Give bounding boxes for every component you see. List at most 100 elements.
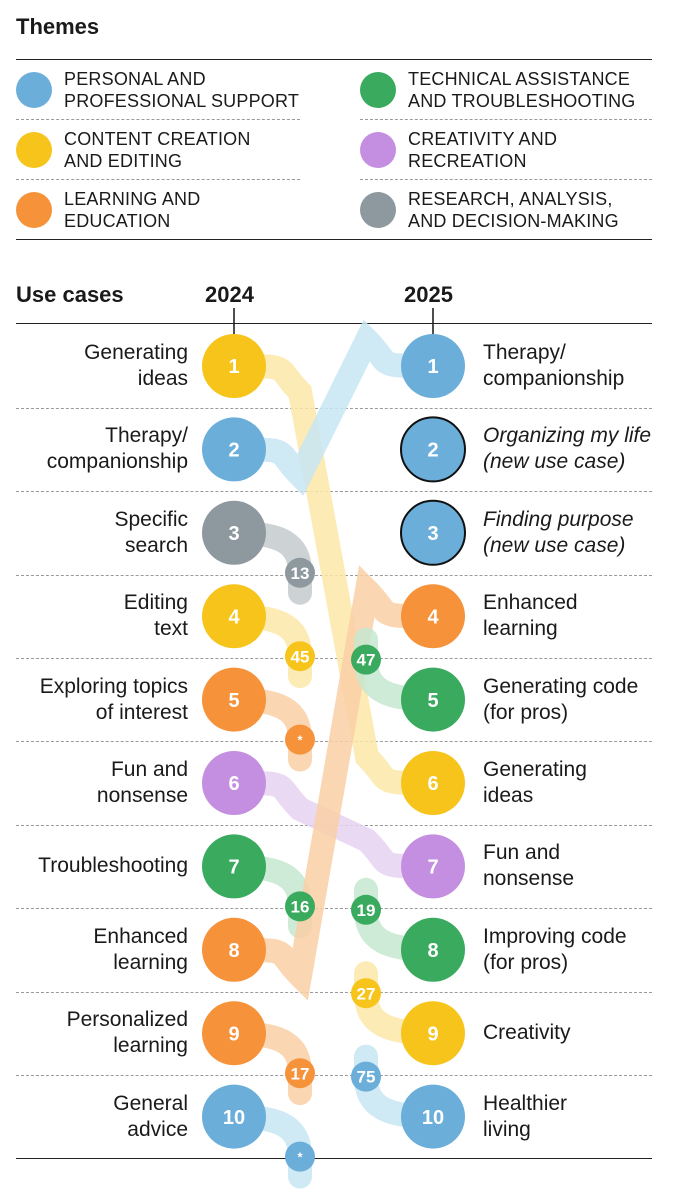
legend-divider — [16, 179, 300, 180]
use-case-label: Therapy/companionship — [0, 423, 188, 475]
rank-circle-2024-text: 9 — [228, 1023, 239, 1045]
rank-circle-2024 — [202, 834, 266, 899]
rank-circle-2024-text: 5 — [228, 690, 239, 712]
legend-label: LEARNING AND EDUCATION — [64, 188, 200, 232]
new-rank-badge-text: * — [297, 1149, 303, 1164]
legend-label-line: AND TROUBLESHOOTING — [408, 91, 636, 111]
flow-path-2024-rank-1 — [222, 354, 445, 795]
year-2024-heading: 2024 — [205, 282, 254, 307]
legend-divider — [16, 119, 300, 120]
new-rank-badge-text: 45 — [291, 647, 310, 666]
rank-circle-2025-text: 1 — [427, 356, 438, 378]
rank-circle-2025-text: 2 — [427, 440, 438, 462]
previous-rank-badge-text: 27 — [357, 984, 376, 1003]
use-case-label-line: Fun and — [483, 841, 561, 864]
themes-title: Themes — [16, 14, 100, 39]
rank-circle-2025 — [401, 1001, 465, 1066]
use-case-label-line: living — [483, 1118, 531, 1141]
use-case-label-line: Generating — [483, 758, 587, 781]
legend-label: TECHNICAL ASSISTANCE AND TROUBLESHOOTING — [408, 68, 636, 112]
use-case-label-line: Enhanced — [93, 925, 188, 948]
rank-circle-2024-text: 8 — [228, 940, 239, 962]
legend-top-rule — [16, 59, 652, 60]
legend-label-line: CONTENT CREATION — [64, 129, 251, 149]
row-divider — [16, 908, 652, 909]
use-case-label-line: Editing — [123, 591, 188, 614]
legend-color-dot — [360, 192, 396, 228]
rank-circle-2024-text: 1 — [228, 356, 239, 378]
previous-rank-badge — [351, 644, 381, 675]
use-case-label-line: of interest — [95, 701, 188, 724]
new-rank-badge-text: 13 — [291, 564, 310, 583]
year-2025-heading: 2025 — [404, 282, 453, 307]
use-case-label-line: text — [154, 617, 188, 640]
new-rank-badge-text: 17 — [291, 1064, 310, 1083]
table-bottom-rule — [16, 1158, 652, 1159]
use-case-label-line: nonsense — [483, 867, 575, 890]
flow-path-2024-rank-8 — [222, 565, 445, 1001]
rank-circle-2025 — [401, 751, 465, 815]
rank-circle-2024-text: 7 — [228, 857, 239, 879]
use-case-label: Creativity — [483, 1020, 683, 1046]
use-case-label-line: Troubleshooting — [38, 854, 188, 877]
use-case-label-line: search — [124, 534, 188, 557]
use-case-label-line: Specific — [114, 508, 188, 531]
previous-rank-badge-text: 47 — [357, 651, 376, 670]
use-case-label: Enhanced learning — [483, 590, 683, 642]
use-case-label-line: General — [113, 1092, 188, 1115]
rank-circle-2025-text: 3 — [427, 523, 438, 545]
new-rank-badge — [285, 1058, 315, 1089]
rank-circle-2025-text: 7 — [427, 857, 438, 879]
rank-circle-2025-text: 5 — [427, 690, 438, 712]
rank-circle-2025 — [401, 1084, 465, 1149]
use-case-label-line: advice — [127, 1118, 188, 1141]
rank-circle-2025-text: 10 — [422, 1107, 444, 1129]
use-case-label-line: ideas — [137, 367, 188, 390]
new-rank-badge — [285, 891, 315, 922]
rank-circle-2024 — [202, 417, 266, 482]
legend-item: CREATIVITY AND RECREATION — [360, 128, 557, 172]
rank-circle-2024 — [202, 500, 266, 565]
use-case-label-line: (for pros) — [483, 701, 569, 724]
use-case-label-line: Fun and — [110, 758, 188, 781]
legend-color-dot — [16, 72, 52, 108]
use-case-label-line: Healthier — [483, 1092, 568, 1115]
legend-divider — [360, 179, 652, 180]
legend-item: PERSONAL AND PROFESSIONAL SUPPORT — [16, 68, 299, 112]
row-divider — [16, 491, 652, 492]
use-case-label-line: ideas — [483, 784, 534, 807]
use-case-label-line: (new use case) — [483, 450, 626, 473]
use-case-label: Troubleshooting — [0, 853, 188, 879]
use-case-label: Fun and nonsense — [483, 840, 683, 892]
use-case-label: Editing text — [0, 590, 188, 642]
use-case-label: Enhanced learning — [0, 924, 188, 976]
use-case-label-line: Therapy/ — [483, 341, 566, 364]
flow-path-2024-rank-2 — [222, 319, 445, 496]
rank-circle-2025 — [401, 834, 465, 899]
legend-label-line: PERSONAL AND — [64, 69, 206, 89]
rank-circle-2025 — [400, 499, 466, 566]
legend-label: CREATIVITY AND RECREATION — [408, 128, 557, 172]
legend-label-line: AND DECISION-MAKING — [408, 211, 619, 231]
table-top-rule — [16, 323, 652, 324]
new-rank-badge — [285, 1141, 315, 1172]
use-case-label-line: Generating code — [483, 675, 639, 698]
legend-item: RESEARCH, ANALYSIS, AND DECISION-MAKING — [360, 188, 619, 232]
rank-circle-2025 — [401, 667, 465, 732]
use-case-label: Finding purpose (new use case) — [483, 507, 683, 559]
new-rank-badge-text: 16 — [291, 898, 310, 917]
use-case-label-line: learning — [483, 617, 558, 640]
use-case-label-line: Improving code — [483, 925, 627, 948]
rank-circle-2025-text: 6 — [427, 773, 438, 795]
row-divider — [16, 658, 652, 659]
use-case-label: Healthier living — [483, 1091, 683, 1143]
legend-color-dot — [360, 132, 396, 168]
rank-circle-2025 — [401, 584, 465, 649]
use-case-label-line: learning — [113, 1034, 188, 1057]
rank-circle-2025-text: 4 — [427, 606, 439, 628]
rank-circle-2024 — [202, 917, 266, 982]
legend-color-dot — [16, 192, 52, 228]
use-case-label: Personalized learning — [0, 1007, 188, 1059]
use-case-label-line: Organizing my life — [483, 424, 652, 447]
